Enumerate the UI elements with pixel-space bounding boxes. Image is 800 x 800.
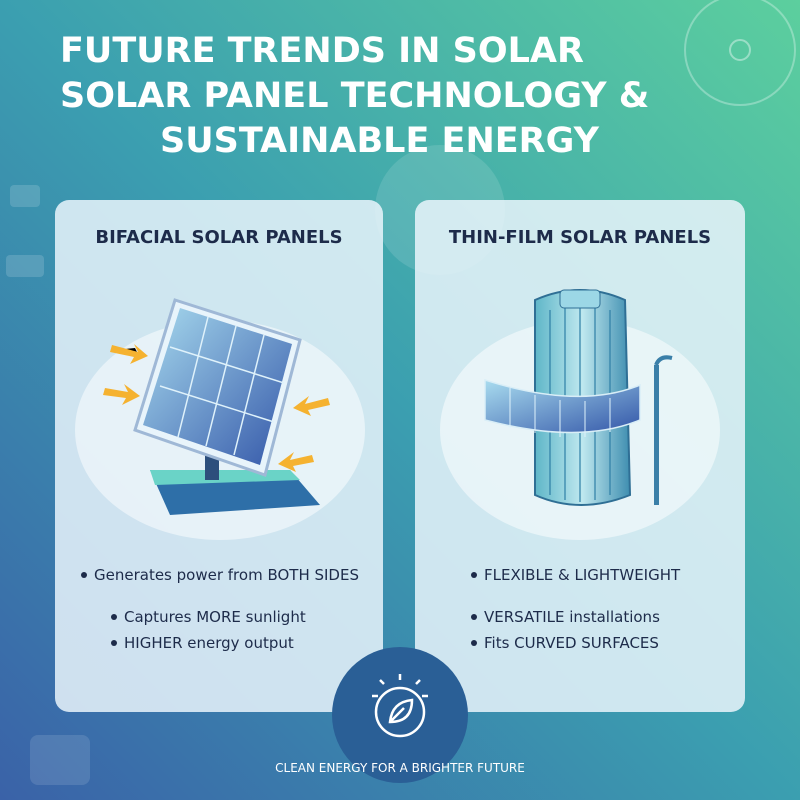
footer-badge	[332, 647, 468, 783]
bullet-text: HIGHER energy output	[124, 634, 294, 652]
bullet-text: FLEXIBLE & LIGHTWEIGHT	[484, 566, 681, 584]
bullet-text: Fits CURVED SURFACES	[484, 634, 659, 652]
deco-square	[6, 255, 44, 277]
footer-tagline: CLEAN ENERGY FOR A BRIGHTER FUTURE	[275, 761, 525, 775]
bullet-text: Generates power from BOTH SIDES	[94, 566, 359, 584]
card-heading: THIN-FILM SOLAR PANELS	[449, 227, 711, 248]
bullet-text: VERSATILE installations	[484, 608, 660, 626]
bullet-dot	[81, 572, 87, 578]
card-heading: BIFACIAL SOLAR PANELS	[95, 227, 342, 248]
bullet-dot	[471, 640, 477, 646]
title-line: FUTURE TRENDS IN SOLAR	[60, 31, 584, 71]
bullet-dot	[111, 640, 117, 646]
bullet-dot	[471, 572, 477, 578]
bullet-dot	[111, 614, 117, 620]
deco-square	[10, 185, 40, 207]
deco-square	[30, 735, 90, 785]
sun-leaf-icon	[372, 674, 428, 738]
thin-film-illustration	[484, 289, 673, 506]
deco-circle	[684, 0, 796, 106]
bullet-text: Captures MORE sunlight	[124, 608, 306, 626]
deco-circle	[729, 39, 751, 61]
bullet-dot	[471, 614, 477, 620]
bifacial-panel-illustration	[103, 298, 330, 515]
title-line: SUSTAINABLE ENERGY	[160, 121, 600, 161]
title-line: SOLAR PANEL TECHNOLOGY &	[60, 76, 649, 116]
